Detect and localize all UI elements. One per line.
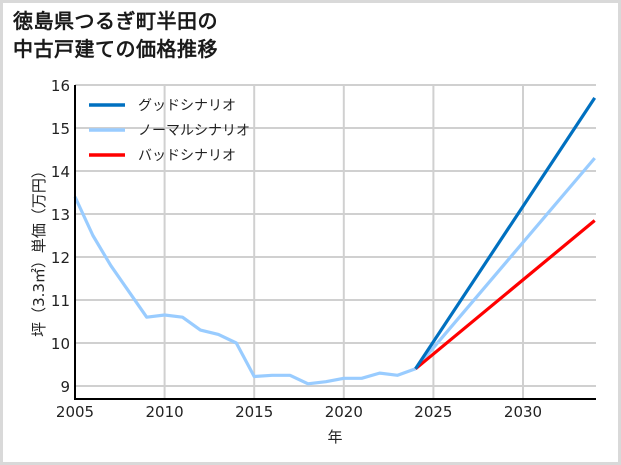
series-lines bbox=[73, 97, 597, 386]
series-line bbox=[414, 97, 597, 370]
y-axis-label: 坪（3.3㎡）単価（万円） bbox=[30, 163, 48, 337]
y-tick-label: 9 bbox=[60, 378, 70, 396]
series-line bbox=[414, 219, 596, 371]
x-axis-label: 年 bbox=[327, 428, 342, 446]
x-tick-label: 2010 bbox=[146, 403, 184, 421]
y-tick-label: 15 bbox=[51, 120, 70, 138]
x-tick-label: 2020 bbox=[325, 403, 363, 421]
tick-labels: 9 10 11 12 13 14 15 16 2005 2010 2015 2020 2025 2030 bbox=[51, 77, 542, 421]
title-line-2: 中古戸建ての価格推移 bbox=[13, 37, 218, 61]
legend-label: バッドシナリオ bbox=[138, 148, 236, 164]
legend-label: ノーマルシナリオ bbox=[138, 123, 250, 139]
series-line bbox=[414, 157, 596, 370]
y-tick-label: 16 bbox=[51, 77, 70, 95]
axes bbox=[74, 85, 596, 400]
title-line-1: 徳島県つるぎ町半田の bbox=[13, 9, 218, 33]
series-line bbox=[73, 196, 417, 386]
y-tick-label: 11 bbox=[51, 292, 70, 310]
x-tick-label: 2005 bbox=[56, 403, 94, 421]
x-tick-label: 2015 bbox=[235, 403, 273, 421]
y-tick-label: 13 bbox=[51, 206, 70, 224]
y-tick-label: 10 bbox=[51, 335, 70, 353]
chart-title: 徳島県つるぎ町半田の 中古戸建ての価格推移 bbox=[13, 7, 218, 63]
legend-label: グッドシナリオ bbox=[138, 98, 236, 114]
x-tick-label: 2030 bbox=[504, 403, 542, 421]
y-tick-label: 14 bbox=[51, 163, 70, 181]
x-tick-label: 2025 bbox=[414, 403, 452, 421]
y-tick-label: 12 bbox=[51, 249, 70, 267]
